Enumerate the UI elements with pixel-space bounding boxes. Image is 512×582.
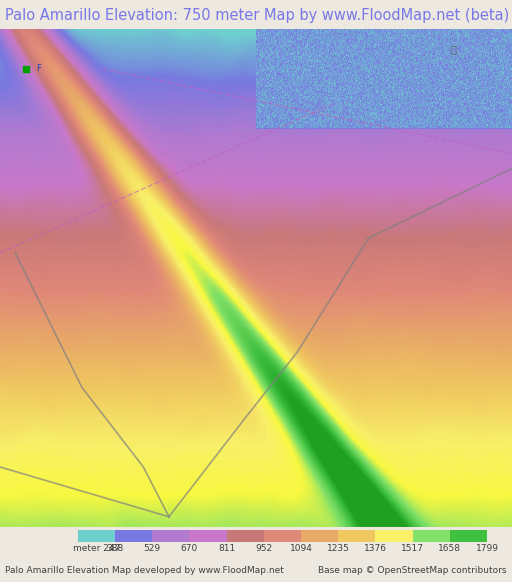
FancyBboxPatch shape <box>227 530 264 542</box>
Text: Palo Amarillo Elevation: 750 meter Map by www.FloodMap.net (beta): Palo Amarillo Elevation: 750 meter Map b… <box>5 8 509 23</box>
Text: 1517: 1517 <box>401 544 424 552</box>
FancyBboxPatch shape <box>413 530 450 542</box>
FancyBboxPatch shape <box>338 530 375 542</box>
Text: Palo Amarillo Elevation Map developed by www.FloodMap.net: Palo Amarillo Elevation Map developed by… <box>5 566 284 575</box>
Text: 529: 529 <box>144 544 161 552</box>
FancyBboxPatch shape <box>450 530 487 542</box>
FancyBboxPatch shape <box>115 530 152 542</box>
Text: 1376: 1376 <box>364 544 387 552</box>
Text: meter 247: meter 247 <box>73 544 120 552</box>
FancyBboxPatch shape <box>264 530 301 542</box>
FancyBboxPatch shape <box>78 530 115 542</box>
Text: 1799: 1799 <box>476 544 499 552</box>
FancyBboxPatch shape <box>301 530 338 542</box>
Text: 1658: 1658 <box>438 544 461 552</box>
FancyBboxPatch shape <box>375 530 413 542</box>
Text: 🔑: 🔑 <box>451 44 456 54</box>
Text: 388: 388 <box>106 544 124 552</box>
FancyBboxPatch shape <box>152 530 189 542</box>
FancyBboxPatch shape <box>189 530 227 542</box>
Text: 670: 670 <box>181 544 198 552</box>
Text: F: F <box>36 65 41 73</box>
Text: 811: 811 <box>218 544 236 552</box>
Text: 1235: 1235 <box>327 544 350 552</box>
Text: 952: 952 <box>255 544 272 552</box>
Text: 1094: 1094 <box>290 544 312 552</box>
Text: Base map © OpenStreetMap contributors: Base map © OpenStreetMap contributors <box>318 566 507 575</box>
